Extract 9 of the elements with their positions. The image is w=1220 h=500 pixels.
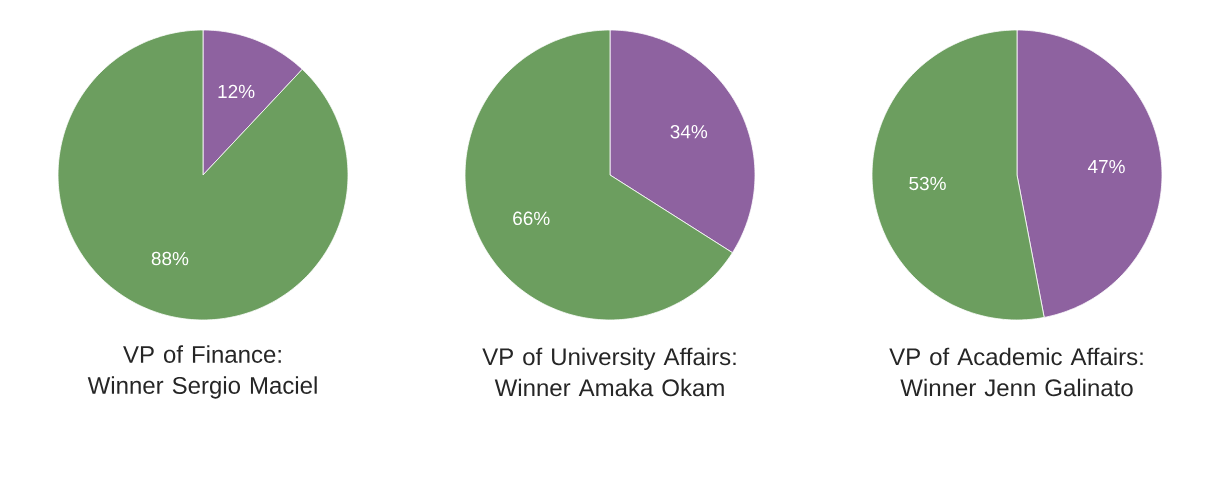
text: VP of Academic Affairs: Winner Jenn Galinato xyxy=(889,347,1143,397)
data-label: 12% xyxy=(218,84,255,99)
data-label: 88% xyxy=(151,251,189,266)
data-label: 53% xyxy=(909,176,946,191)
data-label: 34% xyxy=(670,124,708,139)
data-label: 66% xyxy=(513,211,550,226)
text: VP of Finance: Winner Sergio Maciel xyxy=(87,345,317,399)
data-label: 47% xyxy=(1087,159,1125,174)
text: VP of University Affairs: Winner Amaka Okam xyxy=(482,347,736,397)
